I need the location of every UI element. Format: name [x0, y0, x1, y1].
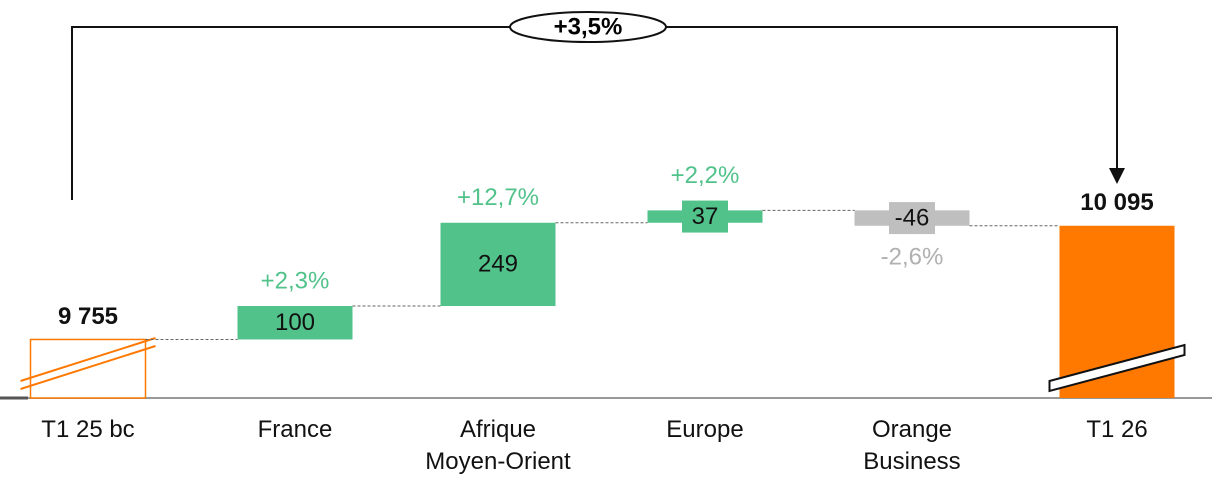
value-label: 37 [692, 203, 719, 230]
change-label: +2,2% [671, 162, 740, 189]
bar [440, 222, 556, 307]
axis-break [1048, 343, 1186, 393]
axis-break [20, 345, 156, 390]
value-label: 249 [478, 251, 518, 278]
value-label: -46 [895, 204, 930, 231]
x-tick-label: Europe [666, 416, 744, 443]
total-change-ellipse [509, 11, 667, 43]
arrow-head [1109, 168, 1125, 184]
x-tick-label: Orange Business [863, 416, 961, 475]
value-label: 10 095 [1080, 189, 1153, 216]
x-tick-label: France [257, 416, 333, 443]
x-tick-label: T1 25 bc [41, 416, 135, 443]
change-label: +2,3% [261, 267, 330, 294]
value-label-box [682, 200, 728, 233]
bar [29, 338, 147, 399]
axis-break [20, 337, 156, 382]
total-change-bracket [71, 26, 1118, 200]
value-label: 9 755 [58, 303, 118, 330]
change-label: +12,7% [457, 184, 539, 211]
total-change-label: +3,5% [554, 13, 623, 40]
bar [237, 306, 353, 340]
value-label: 100 [275, 309, 315, 336]
x-tick-label: T1 26 [1086, 416, 1148, 443]
change-label: -2,6% [881, 243, 944, 270]
value-label-box [889, 202, 935, 235]
x-tick-label: Afrique Moyen-Orient [425, 416, 571, 475]
